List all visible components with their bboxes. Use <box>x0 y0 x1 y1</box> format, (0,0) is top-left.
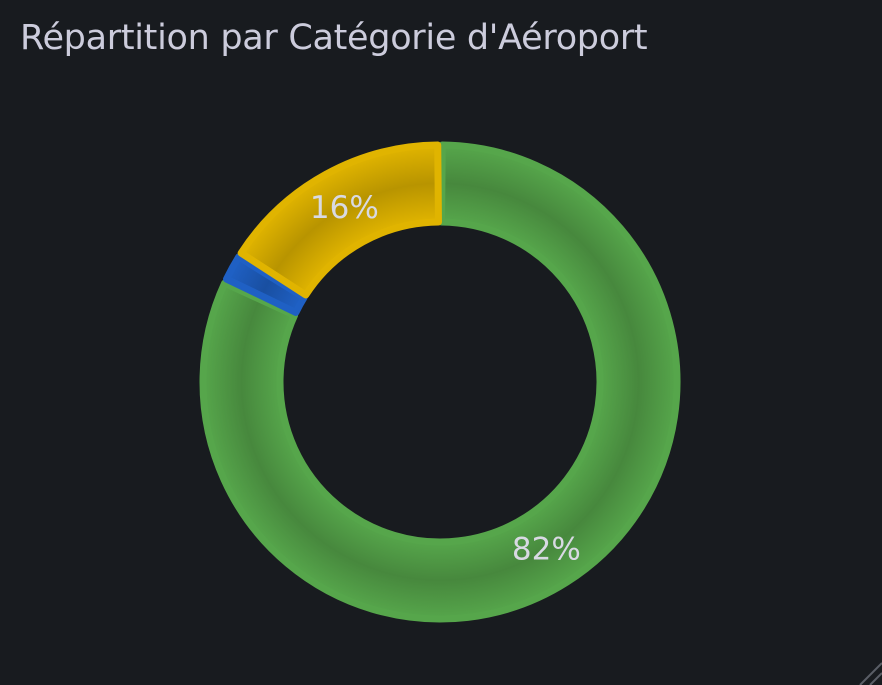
panel-title[interactable]: Répartition par Catégorie d'Aéroport <box>20 18 648 58</box>
donut-slice-2[interactable] <box>237 141 442 299</box>
donut-slices <box>199 141 681 623</box>
resize-handle-icon[interactable] <box>854 657 882 685</box>
slice-label-0: 82% <box>512 532 581 568</box>
slice-label-2: 16% <box>310 190 379 226</box>
donut-slice-0[interactable] <box>199 141 681 623</box>
donut-labels: 82% 16% <box>310 190 581 568</box>
